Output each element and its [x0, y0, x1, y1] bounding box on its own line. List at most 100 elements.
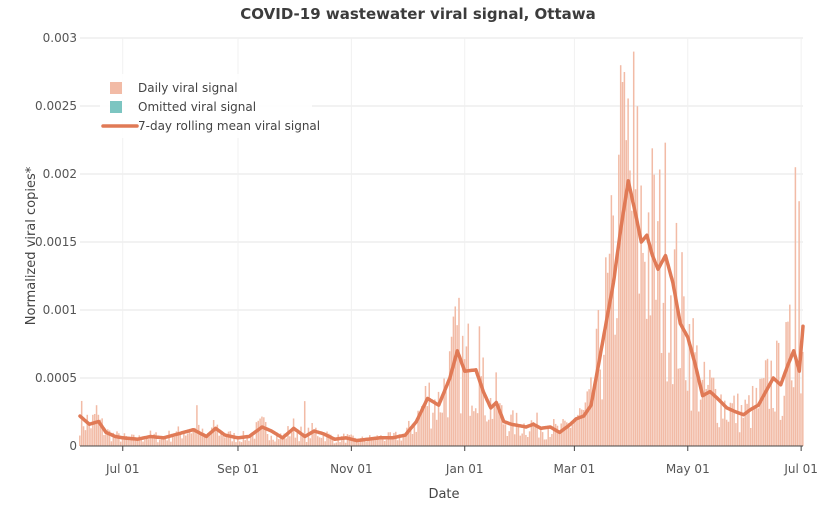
daily-bar	[235, 442, 237, 446]
daily-bar	[601, 399, 603, 446]
daily-bar	[670, 295, 672, 446]
daily-bar	[441, 412, 444, 446]
daily-bar	[504, 424, 507, 446]
daily-bar	[82, 426, 85, 446]
daily-bar	[157, 442, 159, 446]
daily-bar	[712, 377, 715, 446]
daily-bar	[675, 222, 678, 446]
daily-bar	[523, 423, 525, 446]
daily-bar	[276, 432, 278, 446]
daily-bar	[285, 438, 287, 446]
daily-bar	[316, 436, 319, 446]
daily-bar	[701, 379, 704, 446]
daily-bar	[480, 376, 483, 446]
daily-bar	[575, 418, 577, 446]
daily-bar	[220, 430, 222, 446]
daily-bar	[796, 365, 798, 446]
daily-bar	[101, 418, 103, 446]
daily-bar	[263, 417, 265, 446]
daily-bar	[476, 413, 479, 446]
daily-bar	[231, 441, 233, 446]
daily-bar	[181, 438, 183, 446]
daily-bar	[625, 140, 628, 446]
daily-bar	[370, 437, 373, 446]
daily-bar	[744, 399, 746, 446]
daily-bar	[322, 432, 325, 446]
daily-bar	[662, 302, 665, 446]
daily-bar	[238, 441, 241, 446]
daily-bar	[430, 428, 432, 446]
gridlines	[80, 37, 803, 446]
daily-bar	[428, 382, 430, 446]
daily-bar	[631, 210, 633, 446]
daily-bar	[580, 409, 583, 446]
daily-bar	[731, 403, 733, 446]
daily-bar	[460, 413, 462, 446]
daily-bar	[419, 412, 421, 446]
daily-bar	[106, 429, 109, 446]
daily-bar	[467, 323, 470, 446]
daily-bar	[434, 399, 436, 446]
x-tick-label: Nov 01	[330, 462, 373, 476]
daily-bar	[422, 404, 425, 446]
daily-bar	[681, 252, 683, 446]
daily-bar	[409, 428, 412, 446]
daily-bar	[651, 148, 654, 446]
daily-bar	[746, 403, 748, 446]
daily-bar	[560, 423, 562, 446]
daily-bar	[90, 428, 92, 446]
daily-bar	[255, 422, 258, 446]
legend-bar-swatch	[110, 82, 122, 94]
daily-bar	[307, 427, 310, 446]
daily-bar	[290, 432, 293, 446]
daily-bar	[720, 394, 722, 446]
daily-bar	[93, 413, 96, 446]
daily-bar	[268, 440, 271, 446]
legend[interactable]: Daily viral signal Omitted viral signal 7-…	[100, 74, 320, 138]
daily-bar	[415, 431, 417, 446]
daily-bar	[313, 429, 315, 446]
daily-bar	[164, 438, 167, 446]
daily-bar	[614, 334, 616, 446]
daily-bar	[783, 395, 785, 446]
daily-bar	[660, 353, 663, 446]
daily-bar	[385, 439, 388, 446]
daily-bar	[768, 408, 771, 446]
daily-bar	[777, 342, 780, 446]
daily-bar	[372, 439, 375, 446]
daily-bar	[138, 435, 141, 446]
daily-bar	[571, 424, 574, 446]
daily-bar	[677, 368, 680, 446]
legend-item-label[interactable]: Daily viral signal	[138, 81, 238, 95]
daily-bar	[212, 420, 215, 446]
y-axis-label: Normalized viral copies*	[24, 166, 39, 325]
daily-bar	[147, 439, 150, 446]
daily-bar	[274, 441, 276, 446]
daily-bar	[530, 420, 533, 446]
daily-bar	[709, 369, 711, 446]
daily-bar	[593, 384, 596, 446]
daily-bar	[196, 405, 198, 446]
legend-bar-swatch	[110, 101, 122, 113]
daily-bar	[264, 422, 267, 446]
daily-bar	[562, 419, 564, 446]
daily-bar	[404, 434, 406, 446]
daily-bar	[605, 257, 607, 446]
daily-bar	[155, 432, 157, 446]
daily-bar	[257, 420, 260, 446]
legend-item-label[interactable]: 7-day rolling mean viral signal	[138, 119, 320, 133]
daily-bar	[272, 439, 274, 446]
daily-bar	[261, 416, 263, 446]
daily-bar	[114, 436, 116, 446]
daily-bar	[432, 412, 434, 446]
daily-bar	[735, 423, 737, 446]
daily-bar	[757, 408, 759, 446]
daily-bar	[705, 388, 707, 446]
daily-bar	[549, 436, 551, 446]
daily-bar	[772, 408, 774, 446]
daily-bar	[437, 391, 440, 446]
daily-bar	[382, 438, 384, 446]
daily-bar	[121, 437, 124, 446]
legend-item-label[interactable]: Omitted viral signal	[138, 100, 256, 114]
